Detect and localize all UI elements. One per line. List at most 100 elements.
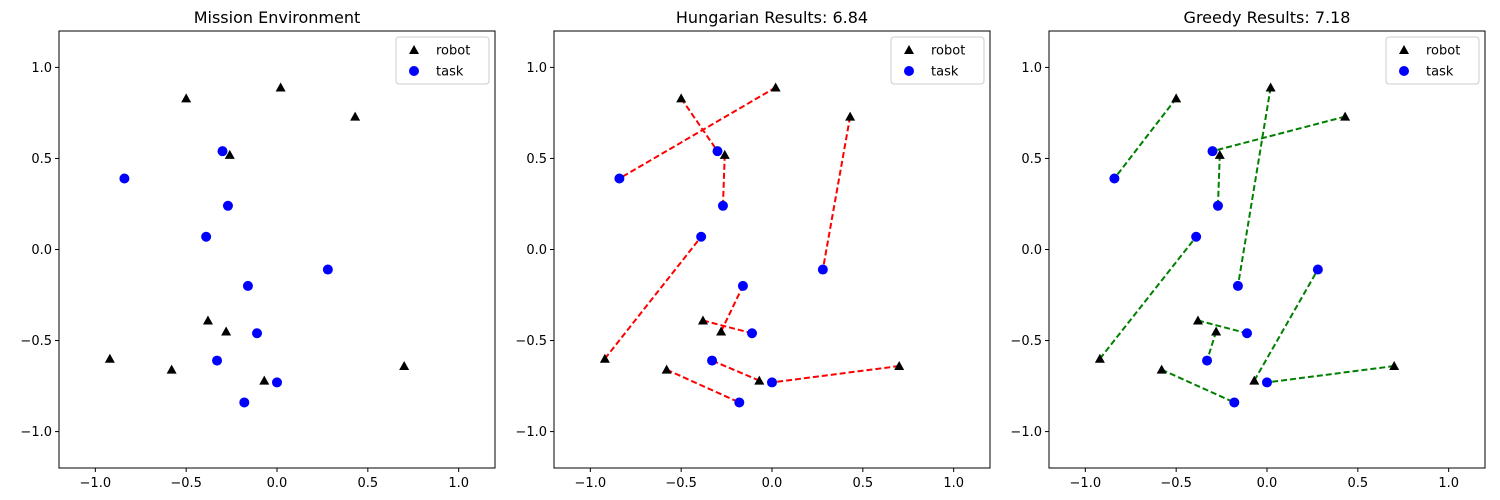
robot-marker: [1192, 315, 1203, 325]
y-tick-label: 1.0: [31, 61, 52, 76]
task-marker: [1229, 397, 1240, 408]
task-marker: [217, 146, 228, 157]
assignment-line: [702, 319, 753, 335]
x-tick-label: −1.0: [1070, 476, 1102, 491]
assignment-line: [1212, 115, 1346, 153]
legend: robot task: [890, 36, 985, 85]
x-tick-label: −0.5: [665, 476, 697, 491]
task-marker: [1242, 328, 1253, 339]
robot-marker: [754, 375, 765, 385]
task-marker: [212, 355, 223, 366]
task-marker: [1232, 280, 1243, 291]
robot-marker: [166, 364, 177, 374]
x-tick-label: 1.0: [448, 476, 469, 491]
task-marker: [707, 355, 718, 366]
legend-task-label: task: [436, 65, 464, 80]
legend-task-marker: [904, 66, 914, 76]
task-marker: [696, 231, 707, 242]
y-tick-label: −1.0: [515, 425, 547, 440]
task-marker: [242, 280, 253, 291]
legend-task-label: task: [931, 65, 959, 80]
legend-box: [395, 36, 490, 85]
robot-marker: [202, 315, 213, 325]
subplot-title: Hungarian Results: 6.84: [676, 8, 868, 27]
y-tick-label: 1.0: [1021, 61, 1042, 76]
task-marker: [817, 264, 828, 275]
subplot-hungarian-results: Hungarian Results: 6.84 −1.0 −0.5 0.0 0.5 1.…: [515, 8, 991, 491]
y-tick-label: 1.0: [526, 61, 547, 76]
task-marker: [717, 200, 728, 211]
robot-marker: [224, 149, 235, 159]
y-tick-label: 0.5: [526, 152, 547, 167]
subplot-mission-environment: Mission Environment −1.0 −0.5 0.0 0.5 1.0 −1.…: [20, 8, 496, 491]
robot-marker: [104, 353, 115, 363]
robot-marker: [259, 375, 270, 385]
assignment-line: [1266, 365, 1395, 384]
assignment-line: [1236, 87, 1272, 287]
robot-marker: [181, 93, 192, 103]
assignment-line: [711, 359, 760, 382]
robot-marker: [275, 82, 286, 92]
robot-marker: [1094, 353, 1105, 363]
assignment-line: [721, 154, 726, 206]
assignment-line: [618, 86, 777, 180]
assignment-line: [1161, 368, 1235, 404]
robot-marker: [894, 361, 905, 371]
subplot-greedy-results: Greedy Results: 7.18 −1.0 −0.5 0.0 0.5 1.0 −1…: [1010, 8, 1486, 491]
assignment-line: [720, 285, 744, 332]
robot-marker: [1389, 361, 1400, 371]
y-tick-label: 0.0: [1021, 243, 1042, 258]
x-tick-label: 0.0: [762, 476, 783, 491]
task-marker: [712, 146, 723, 157]
legend-box: [1385, 36, 1480, 85]
robot-marker: [716, 326, 727, 336]
task-marker: [272, 377, 282, 388]
robot-marker: [1214, 149, 1225, 159]
assignment-line: [666, 368, 740, 404]
task-marker: [1191, 231, 1202, 242]
robot-marker: [1156, 364, 1167, 374]
x-tick-label: 1.0: [943, 476, 964, 491]
y-tick-label: 0.5: [31, 152, 52, 167]
y-tick-label: 0.0: [31, 243, 52, 258]
robot-marker: [599, 353, 610, 363]
task-marker: [1207, 146, 1218, 157]
task-marker: [222, 200, 233, 211]
x-tick-label: −1.0: [575, 476, 607, 491]
legend-task-marker: [409, 66, 419, 76]
x-tick-label: 0.0: [267, 476, 288, 491]
task-marker: [119, 173, 130, 184]
legend: robot task: [1385, 36, 1480, 85]
task-marker: [767, 377, 777, 388]
legend-box: [890, 36, 985, 85]
y-tick-label: −0.5: [515, 334, 547, 349]
legend-robot-marker: [409, 45, 419, 54]
robot-marker: [350, 111, 361, 121]
legend: robot task: [395, 36, 490, 85]
legend-robot-marker: [1399, 45, 1409, 54]
robot-marker: [1340, 111, 1351, 121]
subplot-title: Mission Environment: [194, 8, 361, 27]
x-tick-label: −1.0: [80, 476, 112, 491]
axes-frame: [1048, 30, 1486, 469]
legend-task-marker: [1399, 66, 1409, 76]
assignment-line: [821, 116, 852, 270]
assignment-line: [1216, 154, 1221, 206]
task-marker: [239, 397, 250, 408]
robot-marker: [845, 111, 856, 121]
robot-marker: [1171, 93, 1182, 103]
robot-marker: [399, 361, 410, 371]
legend-robot-label: robot: [436, 44, 470, 59]
robot-marker: [661, 364, 672, 374]
assignment-line: [771, 365, 900, 384]
axes-frame: [58, 30, 496, 469]
x-tick-label: −0.5: [1160, 476, 1192, 491]
task-marker: [1212, 200, 1223, 211]
assignment-line: [604, 236, 702, 360]
task-marker: [1262, 377, 1272, 388]
legend-robot-marker: [904, 45, 914, 54]
legend-task-label: task: [1426, 65, 1454, 80]
legend-robot-label: robot: [1426, 44, 1460, 59]
assignment-line: [1099, 236, 1197, 360]
x-tick-label: −0.5: [170, 476, 202, 491]
